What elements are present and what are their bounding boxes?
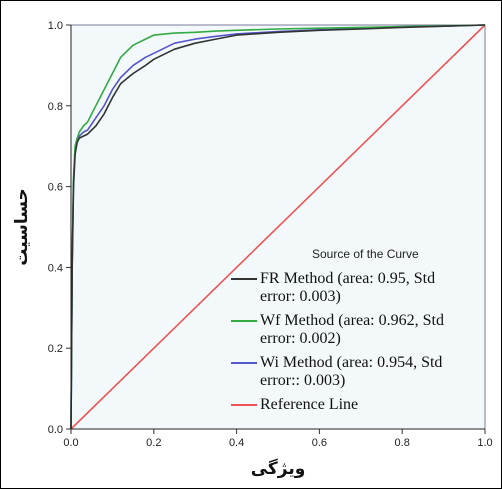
legend-label-wf-method: Wf Method (area: 0.962, Std [260, 312, 444, 329]
y-tick-label: 1.0 [48, 20, 63, 32]
series-line-fr-method [70, 24, 486, 430]
legend-label-wf-method: error: 0.002) [260, 330, 341, 347]
legend-label-wi-method: error:: 0.003) [260, 372, 345, 389]
legend-label-reference-line: Reference Line [260, 396, 358, 413]
legend-label-wi-method: Wi Method (area: 0.954, Std [260, 354, 442, 371]
y-tick-label: 0.0 [48, 424, 63, 436]
y-tick-label: 0.6 [48, 182, 63, 194]
legend-title: Source of the Curve [312, 247, 419, 261]
y-tick-label: 0.8 [48, 101, 63, 113]
x-tick-label: 0.8 [395, 437, 410, 449]
x-tick-label: 0.0 [63, 437, 78, 449]
y-tick-label: 0.2 [48, 343, 63, 355]
x-tick-label: 0.6 [312, 437, 327, 449]
x-tick-label: 1.0 [477, 437, 492, 449]
series-line-reference-line [70, 24, 486, 430]
x-tick-label: 0.2 [146, 437, 161, 449]
y-tick-label: 0.4 [48, 262, 63, 274]
legend-label-fr-method: error: 0.003) [260, 288, 341, 305]
legend-label-fr-method: FR Method (area: 0.95, Std [260, 270, 435, 287]
y-axis-title: حساسیت [12, 188, 32, 266]
series-line-wf-method [70, 24, 486, 430]
x-axis-title: ویژگی [251, 458, 306, 479]
x-tick-label: 0.4 [229, 437, 244, 449]
